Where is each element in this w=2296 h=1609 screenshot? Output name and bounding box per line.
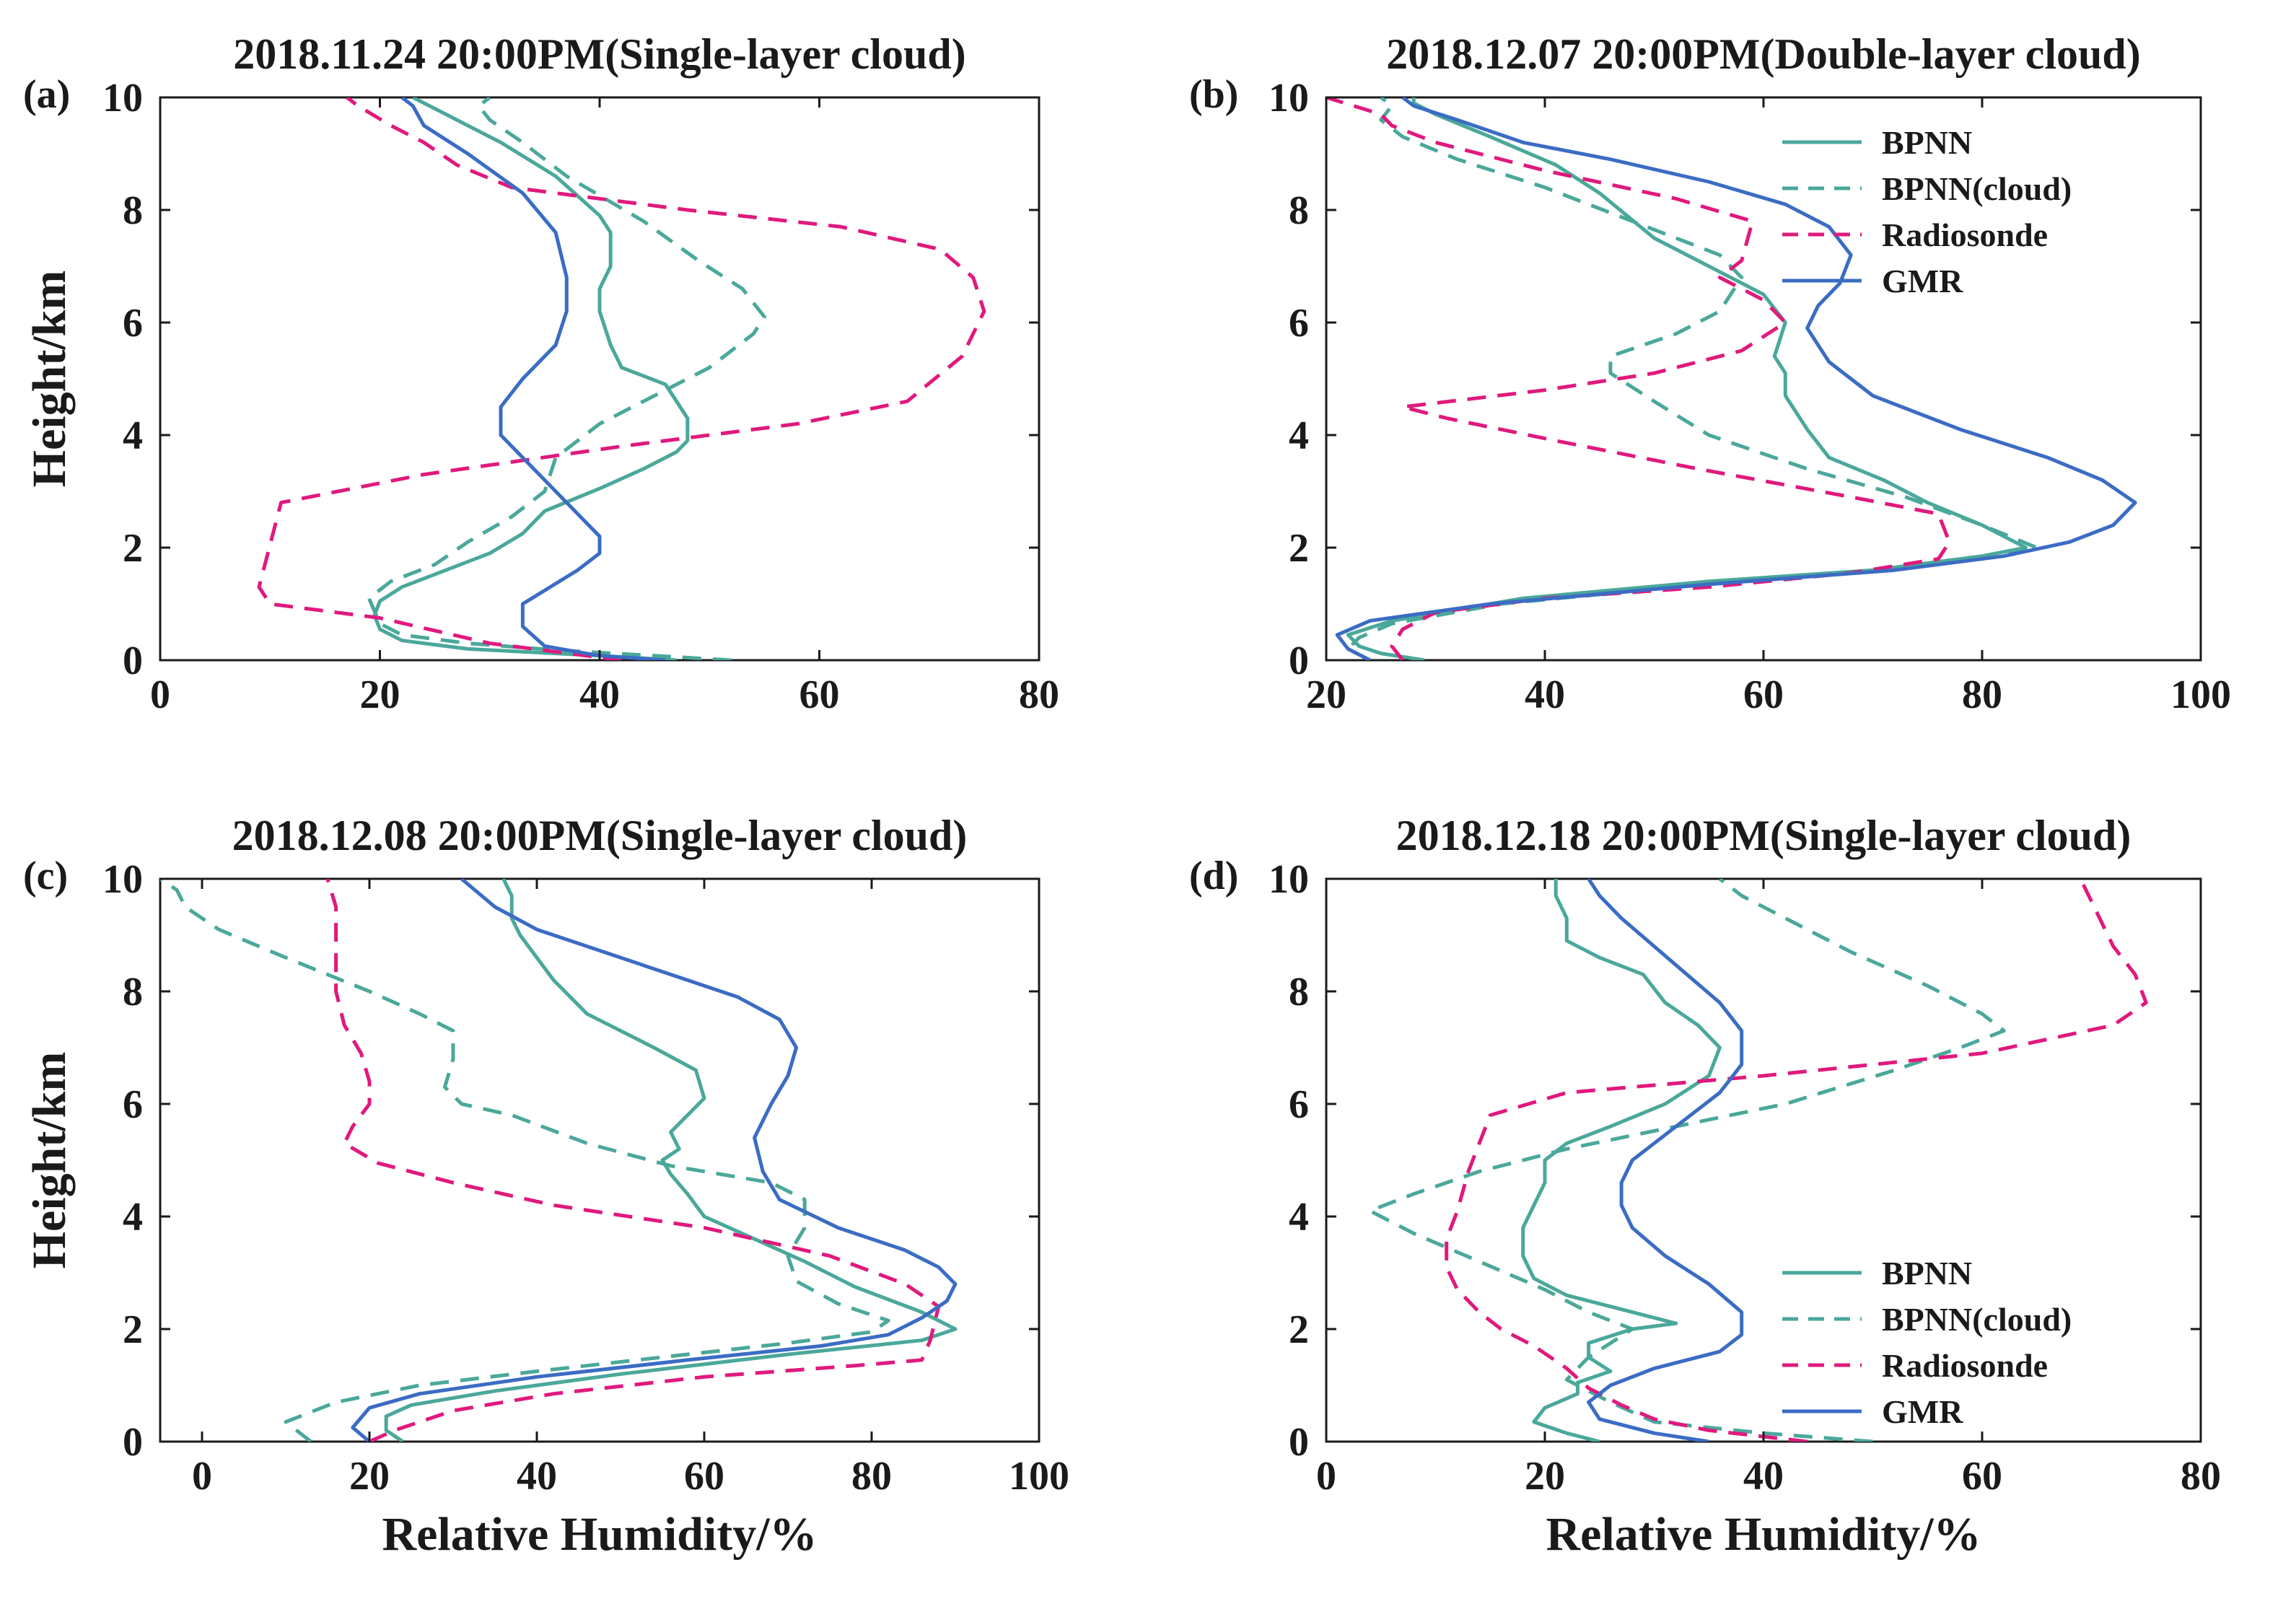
- y-axis-label: Height/km: [23, 271, 76, 488]
- panel-2: 20 40 60 80 100 0 2 4 6 8 10 (b) 2018.12.07 20:00PM(…: [1189, 30, 2231, 717]
- legend-label: BPNN: [1882, 124, 1972, 161]
- x-tick-label: 60: [1743, 672, 1784, 717]
- panel-label: (c): [23, 854, 68, 898]
- y-tick-label: 0: [1289, 1420, 1309, 1465]
- y-tick-label: 6: [1289, 301, 1309, 346]
- panel-title: 2018.12.07 20:00PM(Double-layer cloud): [1386, 30, 2140, 78]
- panel-title: 2018.12.18 20:00PM(Single-layer cloud): [1396, 812, 2131, 859]
- x-tick-label: 40: [1743, 1454, 1784, 1499]
- x-tick-label: 80: [1019, 672, 1059, 717]
- panel-title: 2018.11.24 20:00PM(Single-layer cloud): [233, 30, 966, 78]
- series-line-gmr: [402, 97, 665, 660]
- x-tick-label: 60: [799, 672, 840, 717]
- y-tick-label: 4: [123, 1195, 143, 1240]
- y-tick-label: 10: [1269, 76, 1309, 120]
- x-axis-label: Relative Humidity/%: [382, 1508, 817, 1561]
- panel-4: 0 20 40 60 80 0 2 4 6 8 10 (d) 2018.12.18 20:00PM(Si…: [1189, 812, 2221, 1561]
- y-tick-label: 2: [123, 526, 143, 571]
- series-group: [259, 97, 984, 660]
- y-tick-label: 6: [123, 1082, 143, 1127]
- legend-label: Radiosonde: [1882, 1347, 2048, 1384]
- x-tick-label: 80: [2181, 1454, 2221, 1499]
- x-tick-label: 40: [1525, 672, 1565, 717]
- y-tick-label: 8: [123, 970, 143, 1014]
- y-tick-label: 6: [123, 301, 143, 346]
- legend-label: BPNN: [1882, 1255, 1972, 1292]
- y-tick-label: 2: [1289, 526, 1309, 571]
- series-line-radiosonde: [259, 97, 984, 660]
- legend-label: Radiosonde: [1882, 216, 2048, 253]
- panel-title: 2018.12.08 20:00PM(Single-layer cloud): [232, 812, 968, 859]
- x-tick-label: 20: [1306, 672, 1346, 717]
- legend-label: BPNN(cloud): [1882, 170, 2072, 207]
- series-line-bpnn: [374, 97, 688, 660]
- legend-label: GMR: [1882, 1393, 1963, 1430]
- y-tick-label: 2: [123, 1307, 143, 1352]
- legend: BPNN BPNN(cloud) Radiosonde GMR: [1782, 1255, 2072, 1430]
- plot-frame: [160, 97, 1039, 660]
- x-tick-label: 100: [1009, 1454, 1069, 1499]
- legend-label: BPNN(cloud): [1882, 1301, 2072, 1338]
- x-tick-label: 20: [1525, 1454, 1565, 1499]
- x-tick-label: 20: [360, 672, 400, 717]
- y-tick-label: 8: [123, 188, 143, 233]
- series-line-bpnn: [386, 879, 955, 1442]
- y-tick-label: 0: [123, 1420, 143, 1465]
- y-tick-label: 0: [123, 639, 143, 683]
- panel-label: (b): [1189, 72, 1238, 117]
- y-tick-label: 4: [1289, 1195, 1309, 1240]
- y-tick-label: 10: [102, 76, 143, 120]
- x-tick-label: 40: [579, 672, 620, 717]
- x-tick-label: 100: [2170, 672, 2231, 717]
- y-tick-label: 4: [123, 413, 143, 458]
- panel-label: (d): [1189, 854, 1238, 898]
- x-tick-label: 0: [192, 1454, 212, 1499]
- x-tick-label: 0: [150, 672, 170, 717]
- x-tick-label: 40: [517, 1454, 557, 1499]
- y-tick-label: 6: [1289, 1082, 1309, 1127]
- y-tick-label: 2: [1289, 1307, 1309, 1352]
- x-tick-label: 80: [851, 1454, 892, 1499]
- x-tick-label: 60: [684, 1454, 724, 1499]
- panel-3: 0 20 40 60 80 100 0 2 4 6 8 10 (c) 2018.12.08 20:00PM…: [23, 812, 1069, 1561]
- y-tick-label: 8: [1289, 188, 1309, 233]
- panel-label: (a): [23, 72, 70, 117]
- x-axis-label: Relative Humidity/%: [1546, 1508, 1981, 1561]
- legend-label: GMR: [1882, 263, 1963, 299]
- panel-1: 0 20 40 60 80 0 2 4 6 8 10 (a) 2018.11.24 20:00PM(Si…: [23, 30, 1059, 717]
- plot-frame: [160, 879, 1039, 1442]
- x-tick-label: 80: [1962, 672, 2002, 717]
- y-axis-label: Height/km: [23, 1052, 76, 1269]
- x-tick-label: 20: [349, 1454, 390, 1499]
- legend: BPNN BPNN(cloud) Radiosonde GMR: [1782, 124, 2072, 299]
- plot-frame: [1326, 879, 2201, 1442]
- series-line-radiosonde: [1326, 97, 1950, 660]
- y-tick-label: 10: [1269, 857, 1309, 902]
- x-tick-label: 0: [1316, 1454, 1336, 1499]
- figure: 0 20 40 60 800246810(a)2018.11.24 20:00PM(Si…: [0, 0, 2296, 1609]
- series-group: [160, 879, 955, 1442]
- y-tick-label: 4: [1289, 413, 1309, 458]
- y-tick-label: 8: [1289, 970, 1309, 1014]
- x-tick-label: 60: [1962, 1454, 2002, 1499]
- y-tick-label: 10: [102, 857, 143, 902]
- y-tick-label: 0: [1289, 639, 1309, 683]
